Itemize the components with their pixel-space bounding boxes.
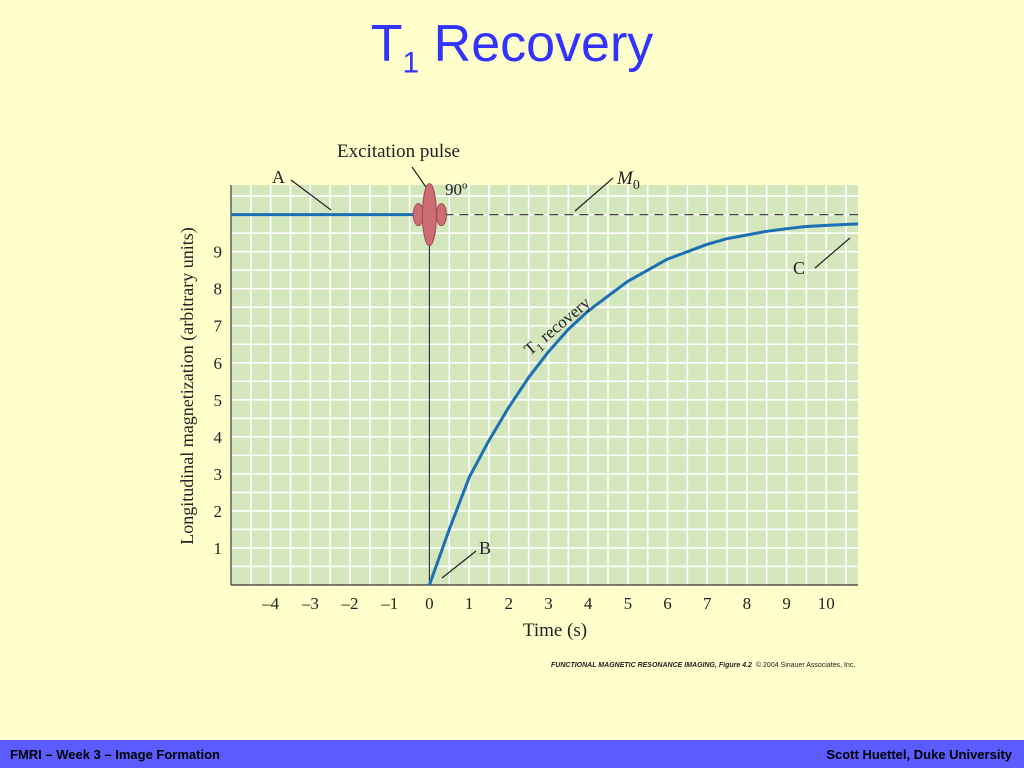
y-tick-label: 7 [214, 317, 223, 336]
label-b: B [479, 538, 491, 558]
x-tick-label: 0 [425, 594, 434, 613]
m0-label: M0 [616, 168, 640, 193]
x-tick-label: –2 [341, 594, 359, 613]
y-tick-label: 2 [214, 502, 223, 521]
x-tick-label: 1 [465, 594, 474, 613]
pulse-center-lobe [421, 183, 437, 247]
label-b-leader [441, 550, 477, 579]
t1-recovery-chart: –4 –3 –2 –1 0 1 2 3 4 5 6 7 8 9 10 1 2 3 4 5 6 7 8 9 Longitudin… [177, 141, 859, 669]
excitation-pulse-leader [411, 166, 429, 191]
y-tick-label: 8 [214, 280, 223, 299]
x-tick-label: –1 [380, 594, 398, 613]
x-axis-label: Time (s) [523, 620, 587, 641]
x-tick-label: 2 [505, 594, 514, 613]
y-tick-label: 1 [214, 539, 223, 558]
slide-title: T1 Recovery [370, 15, 654, 80]
excitation-pulse-icon [412, 183, 447, 247]
label-c: C [793, 258, 805, 278]
x-tick-label: 5 [624, 594, 633, 613]
label-a: A [272, 167, 285, 187]
y-tick-label: 6 [214, 354, 223, 373]
x-tick-label: 10 [818, 594, 835, 613]
series [231, 213, 859, 586]
y-tick-label: 9 [214, 243, 223, 262]
pulse-angle-label: 90º [445, 180, 467, 199]
m0-leader [574, 177, 614, 212]
label-a-leader [290, 179, 332, 211]
y-tick-label: 3 [214, 465, 223, 484]
plot-background [231, 185, 858, 585]
x-tick-label: 8 [743, 594, 752, 613]
x-tick-label: 9 [782, 594, 791, 613]
pulse-lobe-right [435, 203, 447, 227]
tick-labels: –4 –3 –2 –1 0 1 2 3 4 5 6 7 8 9 10 1 2 3 4 5 6 7 8 9 [214, 243, 835, 613]
x-tick-label: –3 [301, 594, 319, 613]
reference-lines [428, 213, 858, 585]
footer-author: Scott Huettel, Duke University [826, 747, 1012, 762]
x-tick-label: 7 [703, 594, 712, 613]
y-axis-label: Longitudinal magnetization (arbitrary un… [177, 227, 198, 544]
label-c-leader [814, 237, 851, 269]
grid [230, 185, 858, 586]
plot-area [231, 185, 858, 585]
y-tick-label: 5 [214, 391, 223, 410]
x-tick-label: –4 [261, 594, 280, 613]
footer-bar: FMRI – Week 3 – Image Formation Scott Hu… [0, 740, 1024, 768]
excitation-pulse-label: Excitation pulse [337, 141, 460, 162]
y-tick-label: 4 [214, 428, 223, 447]
x-tick-label: 3 [544, 594, 553, 613]
x-tick-label: 4 [584, 594, 593, 613]
x-tick-label: 6 [663, 594, 672, 613]
figure-credit: FUNCTIONAL MAGNETIC RESONANCE IMAGING, F… [551, 661, 855, 669]
recovery-curve [427, 222, 859, 586]
footer-course: FMRI – Week 3 – Image Formation [10, 747, 220, 762]
